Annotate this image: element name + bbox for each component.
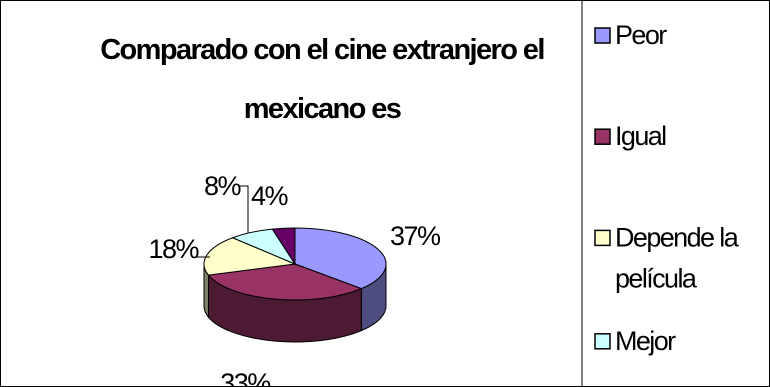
legend-swatch-3 [594, 333, 611, 350]
legend-item-0: Peor [594, 20, 669, 50]
pie-slice-2 [203, 237, 297, 276]
pie-slice-1 [207, 263, 363, 301]
legend-swatch-0 [594, 27, 611, 44]
pie-slice-4 [271, 227, 296, 266]
legend-item-3: Mejor [594, 326, 678, 356]
legend-swatch-1 [594, 128, 611, 145]
pie-label-0: 37% [390, 221, 441, 251]
legend-item-1: Igual [594, 121, 668, 151]
pie-group [203, 227, 387, 343]
legend-item-2: Depende la película [594, 222, 741, 293]
pie-label-2: 18% [148, 234, 199, 264]
legend: Peor Igual Depende la película Mejor [594, 20, 741, 356]
legend-label-2-1: película [615, 263, 698, 293]
legend-label-1-0: Igual [615, 121, 666, 151]
legend-label-0-0: Peor [615, 20, 667, 50]
leader-line-3 [240, 185, 249, 233]
pie-label-4: 4% [251, 181, 289, 211]
pie-label-3: 8% [204, 171, 242, 201]
pie-slice-0 [294, 227, 387, 290]
chart-title-line-1: Comparado con el cine extranjero el [100, 34, 544, 66]
legend-label-3-0: Mejor [615, 326, 676, 356]
pie-label-1: 33% [220, 368, 271, 387]
legend-label-2-0: Depende la [615, 222, 740, 252]
legend-swatch-2 [594, 229, 611, 247]
chart-title-line-2: mexicano es [244, 93, 401, 125]
pie-labels: 37% 33% 18% 8% 4% [148, 171, 442, 387]
